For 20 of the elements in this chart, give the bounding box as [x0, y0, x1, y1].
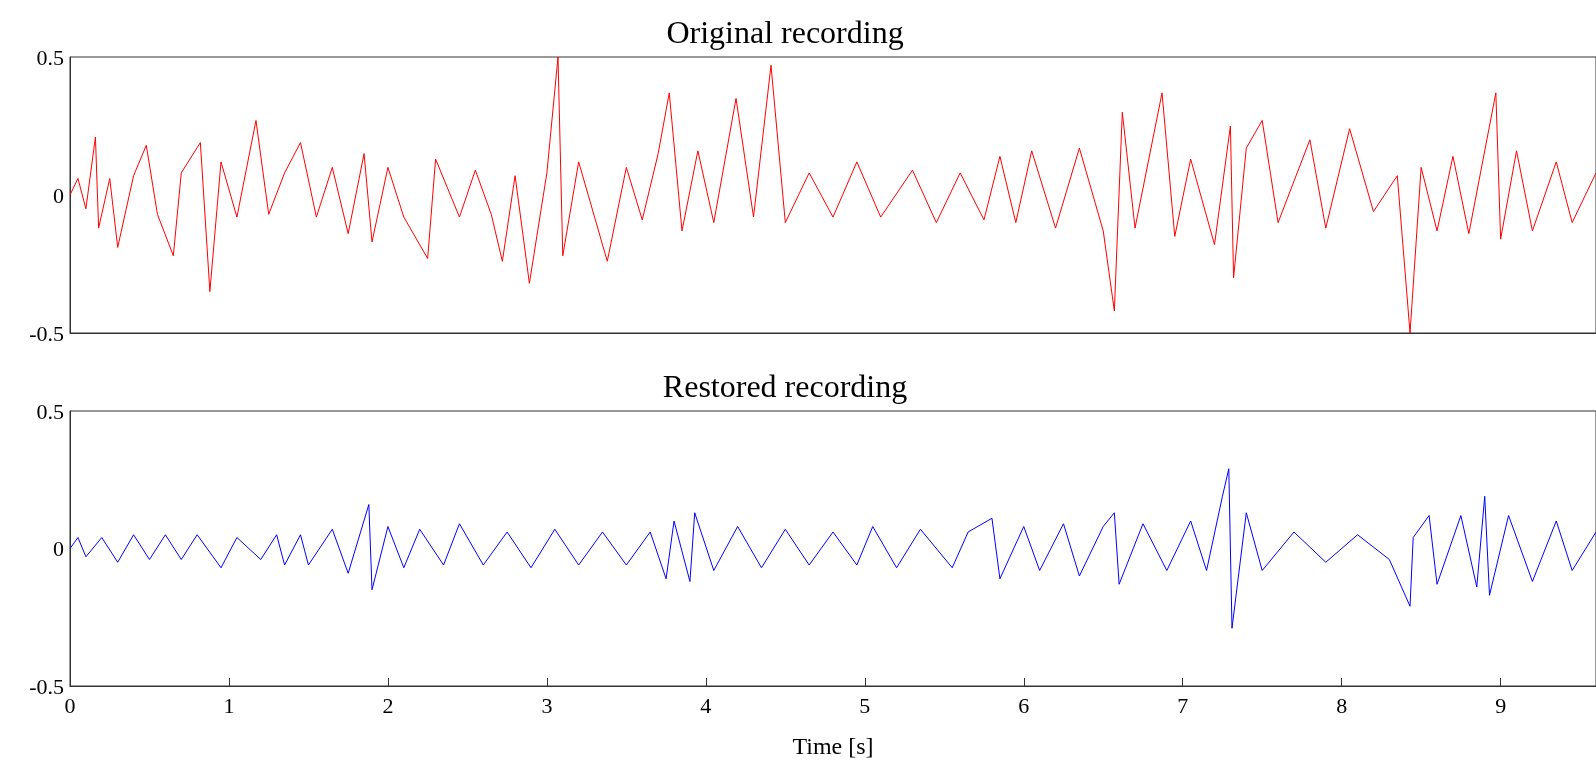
x-tick-label: 4	[700, 692, 712, 718]
x-tick-label: 5	[859, 692, 871, 718]
x-tick-label: 9	[1495, 692, 1507, 718]
y-tick-label: -0.5	[29, 320, 64, 346]
x-tick-label: 7	[1177, 692, 1189, 718]
y-tick-label: -0.5	[29, 673, 64, 699]
y-tick-label: 0.5	[36, 44, 64, 70]
y-tick-label: 0	[53, 182, 64, 208]
x-tick-label: 2	[382, 692, 394, 718]
x-tick-label: 3	[541, 692, 553, 718]
y-tick-label: 0.5	[36, 398, 64, 424]
chart-title: Restored recording	[662, 368, 908, 404]
chart-title: Original recording	[666, 14, 904, 50]
y-tick-label: 0	[53, 536, 64, 561]
x-tick-label: 6	[1018, 692, 1030, 718]
x-tick-label: 8	[1336, 692, 1348, 718]
line-series	[69, 56, 1596, 334]
x-axis-title: Time [s]	[792, 733, 874, 759]
x-tick-label: 1	[223, 692, 235, 718]
line-series	[69, 468, 1596, 629]
